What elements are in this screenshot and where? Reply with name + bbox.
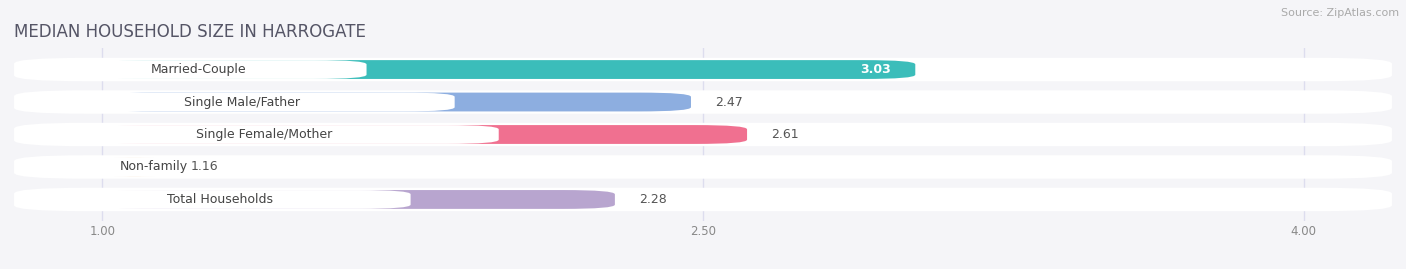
- Text: 2.28: 2.28: [638, 193, 666, 206]
- Text: 1.16: 1.16: [190, 161, 218, 174]
- FancyBboxPatch shape: [14, 123, 1392, 146]
- Text: 3.03: 3.03: [860, 63, 891, 76]
- Text: Single Female/Mother: Single Female/Mother: [197, 128, 333, 141]
- Text: Total Households: Total Households: [167, 193, 273, 206]
- FancyBboxPatch shape: [18, 60, 367, 79]
- FancyBboxPatch shape: [18, 190, 411, 209]
- FancyBboxPatch shape: [103, 60, 915, 79]
- FancyBboxPatch shape: [14, 188, 1392, 211]
- FancyBboxPatch shape: [14, 90, 1392, 114]
- FancyBboxPatch shape: [14, 58, 1392, 81]
- FancyBboxPatch shape: [18, 125, 499, 144]
- Text: 2.47: 2.47: [716, 95, 742, 108]
- Text: MEDIAN HOUSEHOLD SIZE IN HARROGATE: MEDIAN HOUSEHOLD SIZE IN HARROGATE: [14, 23, 366, 41]
- Text: Single Male/Father: Single Male/Father: [184, 95, 301, 108]
- FancyBboxPatch shape: [103, 190, 614, 209]
- Text: Married-Couple: Married-Couple: [150, 63, 246, 76]
- FancyBboxPatch shape: [103, 125, 747, 144]
- FancyBboxPatch shape: [103, 158, 166, 176]
- Text: 2.61: 2.61: [770, 128, 799, 141]
- FancyBboxPatch shape: [18, 158, 278, 176]
- Text: Source: ZipAtlas.com: Source: ZipAtlas.com: [1281, 8, 1399, 18]
- FancyBboxPatch shape: [103, 93, 690, 111]
- FancyBboxPatch shape: [14, 155, 1392, 179]
- Text: Non-family: Non-family: [120, 161, 188, 174]
- FancyBboxPatch shape: [18, 93, 454, 111]
